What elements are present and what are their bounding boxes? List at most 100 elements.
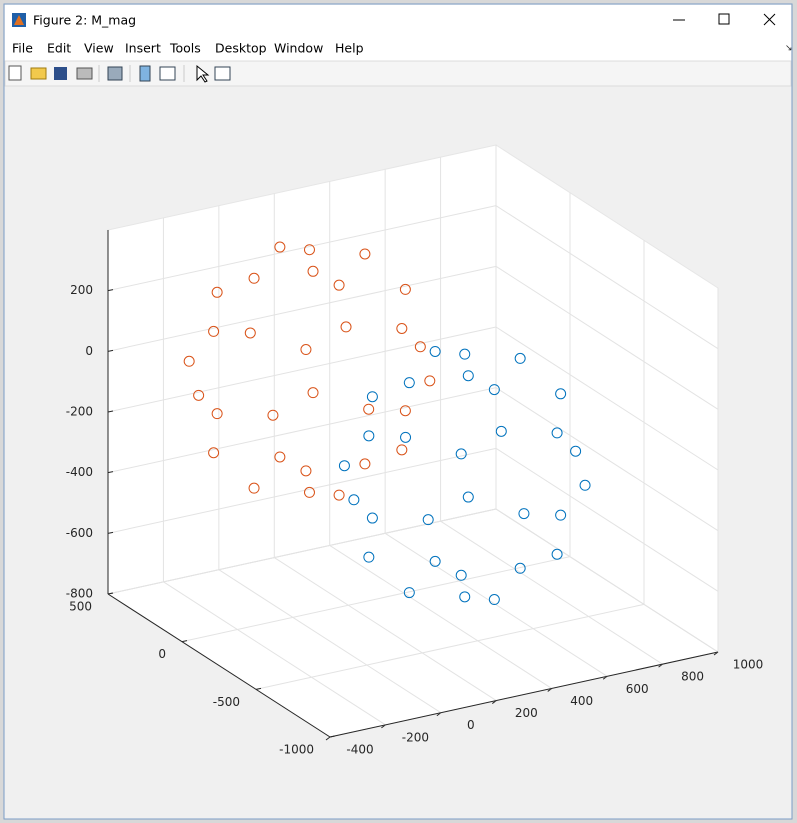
- marker: [300, 465, 312, 477]
- grid-line: [255, 603, 645, 690]
- menu-bar: [5, 38, 791, 61]
- grid-line: [163, 581, 386, 726]
- marker: [211, 408, 223, 420]
- marker: [307, 265, 319, 277]
- marker: [455, 448, 467, 460]
- app-icon-glyph: [14, 15, 24, 25]
- x-tick-label: 0: [467, 718, 475, 732]
- open-icon[interactable]: [30, 67, 47, 80]
- grid-line: [218, 569, 442, 714]
- menu-item[interactable]: File: [12, 41, 33, 56]
- marker: [248, 272, 260, 284]
- marker: [208, 447, 220, 459]
- menu-item[interactable]: Help: [335, 41, 364, 56]
- menu-item[interactable]: View: [84, 41, 114, 56]
- marker: [244, 327, 256, 339]
- marker: [303, 244, 315, 256]
- marker: [396, 323, 408, 335]
- close-button[interactable]: [763, 13, 776, 26]
- x-tick-label: 800: [681, 670, 704, 684]
- marker: [429, 345, 441, 357]
- marker: [366, 391, 378, 403]
- grid-line: [107, 447, 497, 534]
- grid-line: [107, 205, 497, 292]
- y-tick: [181, 640, 188, 643]
- marker: [303, 486, 315, 498]
- grid-line: [495, 205, 719, 350]
- z-tick: [107, 349, 114, 352]
- z-tick: [107, 471, 114, 474]
- marker: [267, 409, 279, 421]
- z-tick-label: -600: [66, 526, 93, 540]
- x-axis: [329, 651, 719, 738]
- marker: [514, 352, 526, 364]
- marker: [488, 384, 500, 396]
- marker: [193, 389, 205, 401]
- grid-line: [107, 326, 497, 413]
- maximize-button[interactable]: [718, 13, 730, 25]
- marker: [183, 355, 195, 367]
- marker: [579, 479, 591, 491]
- menu-item[interactable]: Window: [274, 41, 323, 56]
- menu-item[interactable]: Tools: [169, 41, 201, 56]
- z-tick: [107, 592, 114, 595]
- z-tick: [107, 289, 114, 292]
- marker: [422, 514, 434, 526]
- menu-dock[interactable]: ↘: [785, 44, 793, 54]
- y-tick-label: 0: [158, 647, 166, 661]
- marker: [462, 370, 474, 382]
- marker: [429, 555, 441, 567]
- menu-item[interactable]: Desktop: [215, 41, 267, 56]
- grid-line: [440, 520, 663, 665]
- x-tick-label: 1000: [733, 658, 764, 672]
- marker: [399, 283, 411, 295]
- grid-line: [495, 265, 719, 410]
- y-tick-label: 500: [69, 600, 92, 614]
- grid-line: [107, 387, 497, 474]
- marker: [414, 341, 426, 353]
- pointer-icon[interactable]: [196, 64, 210, 83]
- marker: [555, 509, 567, 521]
- z-tick: [107, 410, 114, 413]
- marker: [459, 591, 471, 603]
- grid-line: [495, 387, 719, 532]
- property-icon[interactable]: [214, 66, 231, 81]
- x-tick: [325, 736, 331, 741]
- z-tick-label: 200: [70, 283, 93, 297]
- colorbar-icon[interactable]: [139, 65, 151, 82]
- marker: [403, 587, 415, 599]
- print-icon[interactable]: [76, 67, 93, 80]
- marker: [495, 425, 507, 437]
- marker: [208, 325, 220, 337]
- grid-line: [384, 532, 608, 677]
- grid-line: [274, 557, 497, 701]
- marker: [333, 489, 345, 501]
- x-tick-label: 400: [570, 694, 593, 708]
- z-tick-label: 0: [85, 344, 93, 358]
- marker: [359, 248, 371, 260]
- menu-item[interactable]: Insert: [125, 41, 161, 56]
- toolbar: [4, 60, 792, 87]
- marker: [363, 403, 375, 415]
- legend-icon[interactable]: [159, 66, 176, 81]
- y-tick-label: -500: [213, 695, 240, 709]
- grid-line: [329, 545, 552, 689]
- grid-line: [107, 265, 497, 352]
- marker: [459, 348, 471, 360]
- save-icon[interactable]: [54, 67, 67, 80]
- new-icon[interactable]: [8, 65, 22, 81]
- marker: [248, 482, 260, 494]
- grid-line: [495, 447, 719, 592]
- link-icon[interactable]: [107, 66, 123, 81]
- toolbar-icons: [8, 64, 231, 83]
- marker: [555, 388, 567, 400]
- marker: [488, 594, 500, 606]
- grid-line: [495, 508, 719, 653]
- marker: [399, 405, 411, 417]
- marker: [455, 569, 467, 581]
- marker: [551, 427, 563, 439]
- marker: [514, 562, 526, 574]
- marker: [359, 458, 371, 470]
- menu-item[interactable]: Edit: [47, 41, 71, 56]
